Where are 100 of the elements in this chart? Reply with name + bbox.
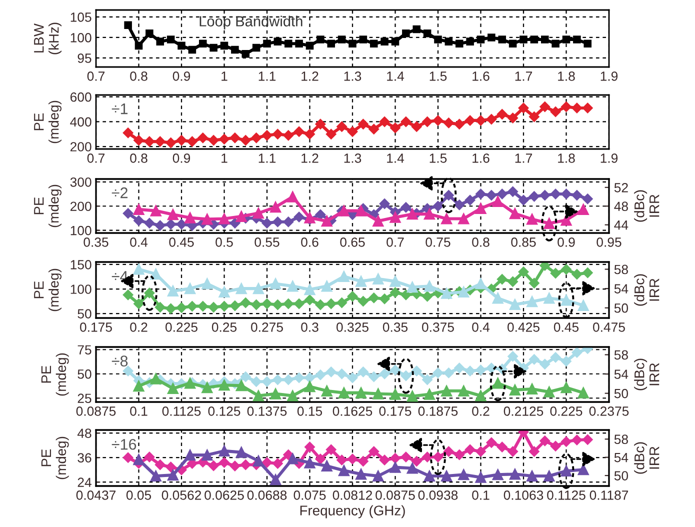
point (208, 460, 219, 471)
point (202, 382, 213, 394)
point (294, 298, 304, 309)
point (400, 290, 412, 300)
point (146, 29, 154, 38)
point (411, 121, 422, 132)
point (368, 292, 380, 304)
x-axis-title: Frequency (GHz) (300, 505, 405, 518)
point (122, 208, 134, 219)
point (526, 470, 538, 482)
point (202, 449, 213, 461)
x-tick-label: 1.5 (430, 154, 447, 163)
x-tick-label: 0.2375 (589, 406, 629, 416)
point (528, 112, 540, 122)
point (508, 40, 517, 48)
point (368, 124, 380, 134)
point (287, 390, 298, 402)
y2-axis-title: (dBc) IRR (634, 190, 660, 222)
x-tick-label: 0.175 (80, 322, 112, 332)
point (372, 216, 384, 227)
point (476, 364, 486, 376)
point (262, 457, 272, 468)
point (572, 190, 582, 200)
point (390, 122, 400, 134)
point (400, 116, 412, 127)
x-tick-label: 0.0875 (376, 490, 415, 500)
point (496, 109, 508, 120)
y2-tick-label: 50 (614, 388, 628, 398)
point (321, 460, 332, 472)
point (166, 462, 176, 472)
y-tick-label: 36 (78, 453, 92, 462)
point (236, 446, 247, 458)
x-tick-label: 0.0875 (76, 406, 116, 416)
point (454, 200, 465, 210)
x-tick-label: 0.0812 (332, 490, 372, 500)
point (379, 368, 390, 380)
point (424, 470, 436, 482)
point (202, 278, 213, 290)
point (133, 264, 144, 275)
point (144, 218, 155, 228)
point (390, 287, 400, 298)
y-tick-label: 300 (70, 177, 92, 187)
x-tick-label: 0.0437 (76, 490, 116, 500)
point (218, 380, 230, 391)
point (372, 470, 384, 482)
point (252, 455, 264, 467)
x-tick-label: 1.1 (258, 72, 276, 81)
point (240, 298, 251, 308)
y-tick-label: 50 (78, 369, 92, 379)
x-tick-label: 0.1375 (247, 406, 287, 416)
point (272, 128, 283, 140)
point (252, 44, 260, 52)
point (528, 446, 540, 457)
point (326, 444, 336, 455)
point (304, 284, 316, 296)
point (220, 42, 228, 50)
x-tick-label: 1.5 (430, 72, 447, 81)
x-tick-label: 0.95 (596, 238, 622, 247)
point (432, 368, 444, 378)
point (424, 208, 436, 220)
point (422, 374, 433, 385)
x-tick-label: 0.0688 (247, 490, 287, 500)
point (454, 118, 465, 130)
point (572, 102, 582, 114)
point (272, 216, 283, 228)
point (236, 210, 247, 222)
x-tick-label: 1.7 (515, 72, 532, 81)
point (167, 382, 179, 394)
x-tick-label: 1.3 (344, 72, 362, 81)
point (230, 460, 240, 472)
point (424, 388, 436, 400)
x-tick-label: 1.7 (515, 154, 532, 163)
point (550, 188, 561, 200)
point (423, 29, 432, 38)
point (270, 201, 282, 213)
point (218, 445, 230, 456)
y-tick-label: 100 (70, 284, 92, 294)
x-tick-label: 0.275 (251, 322, 283, 332)
y-tick-label: 200 (70, 142, 92, 152)
point (458, 286, 470, 298)
point (338, 387, 350, 398)
y-tick-label: 200 (70, 202, 92, 212)
x-tick-label: 0.175 (379, 406, 412, 416)
x-tick-label: 0.35 (84, 238, 108, 247)
x-tick-label: 0.9 (172, 72, 190, 81)
point (287, 453, 298, 464)
point (424, 280, 436, 292)
point (406, 462, 418, 474)
x-tick-label: 1 (222, 72, 228, 81)
point (133, 454, 144, 466)
point (270, 278, 282, 290)
point (582, 434, 593, 445)
point (306, 42, 314, 50)
x-tick-label: 0.9 (172, 154, 190, 163)
point (184, 282, 196, 294)
point (540, 358, 550, 370)
point (294, 212, 304, 222)
point (550, 352, 561, 363)
point (294, 372, 304, 383)
point (316, 36, 324, 44)
